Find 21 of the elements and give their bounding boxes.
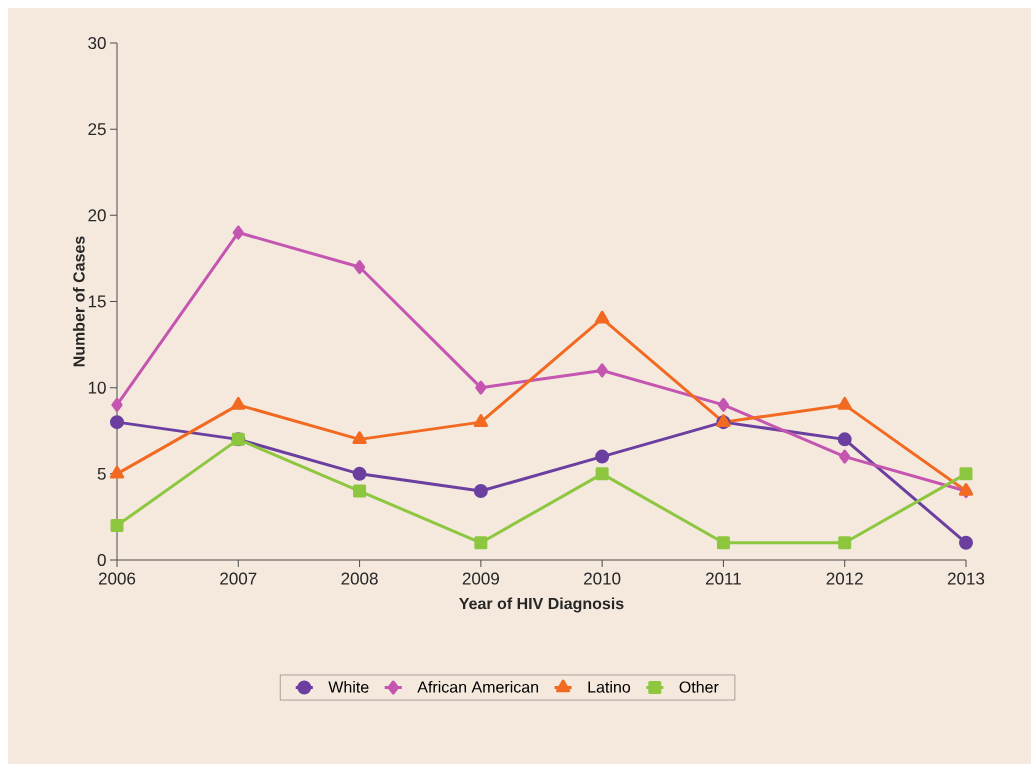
- legend-label: White: [328, 680, 369, 693]
- y-tick-label: 30: [88, 36, 106, 50]
- legend-label: Other: [679, 680, 719, 693]
- x-tick-label: 2012: [826, 572, 863, 585]
- x-tick-label: 2008: [341, 572, 378, 585]
- y-axis-title: Number of Cases: [72, 236, 85, 367]
- y-tick-label: 20: [88, 209, 106, 222]
- x-tick-label: 2011: [706, 572, 741, 585]
- x-tick-label: 2007: [220, 572, 257, 585]
- y-tick-label: 0: [97, 553, 106, 567]
- x-tick-label: 2009: [462, 572, 499, 585]
- y-tick-label: 10: [88, 381, 106, 394]
- x-tick-label: 2010: [584, 572, 621, 585]
- legend-label: African American: [417, 680, 539, 693]
- x-tick-label: 2006: [98, 572, 136, 585]
- legend-label: Latino: [588, 680, 631, 693]
- y-tick-label: 5: [97, 467, 106, 480]
- x-axis-title: Year of HIV Diagnosis: [459, 597, 624, 613]
- y-tick-label: 25: [88, 123, 106, 136]
- x-tick-label: 2013: [947, 572, 985, 585]
- y-tick-label: 15: [88, 295, 106, 308]
